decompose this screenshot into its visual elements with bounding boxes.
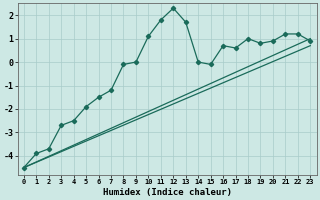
X-axis label: Humidex (Indice chaleur): Humidex (Indice chaleur)	[103, 188, 232, 197]
